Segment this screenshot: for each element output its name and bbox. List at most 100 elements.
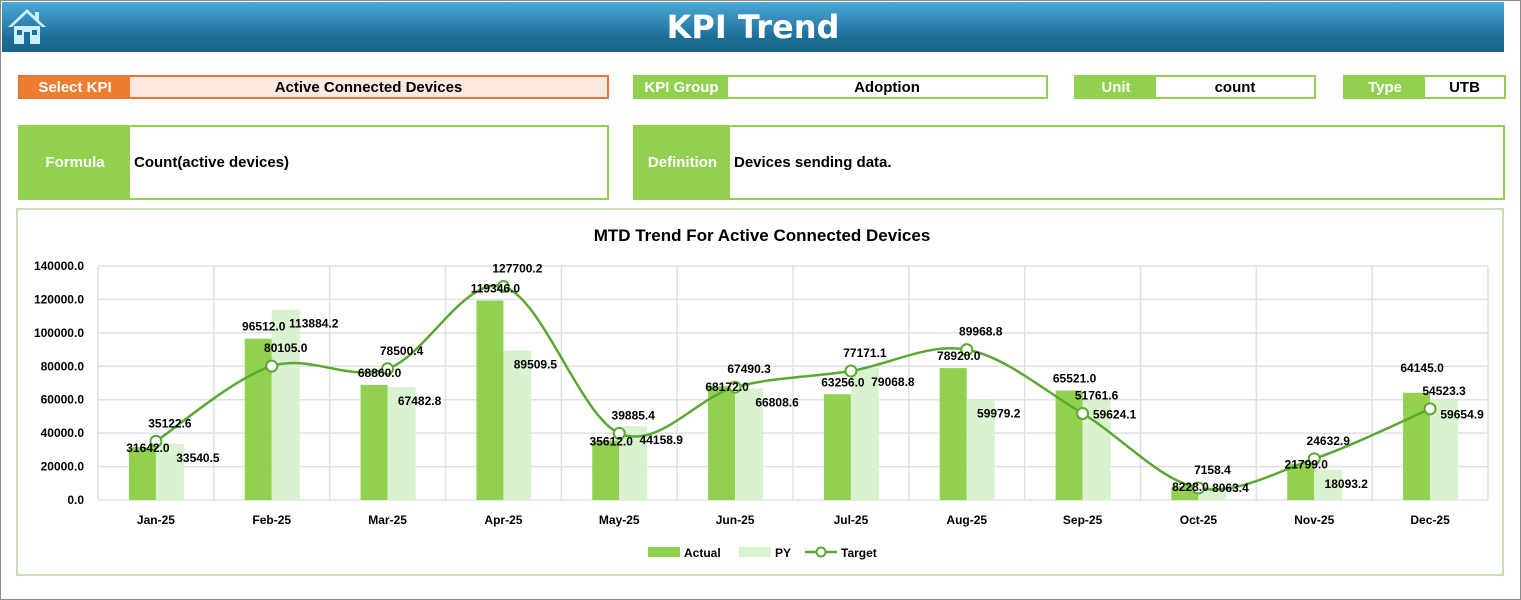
- data-label-actual: 96512.0: [242, 320, 286, 334]
- unit-label: Unit: [1076, 77, 1156, 97]
- page-title: KPI Trend: [666, 8, 840, 46]
- bar-py: [735, 388, 764, 500]
- select-kpi-dropdown[interactable]: Active Connected Devices: [130, 77, 607, 97]
- bar-actual: [823, 394, 851, 500]
- x-tick-label: Sep-25: [1063, 513, 1103, 527]
- legend-target-marker: [815, 546, 827, 558]
- data-label-actual: 35612.0: [590, 434, 634, 448]
- x-tick-label: Nov-25: [1294, 513, 1334, 527]
- home-icon[interactable]: [6, 6, 48, 46]
- legend-py-swatch: [739, 547, 771, 557]
- header-bar: KPI Trend: [2, 2, 1504, 52]
- data-label-target: 77171.1: [843, 346, 887, 360]
- target-point: [1076, 406, 1090, 420]
- chart-title: MTD Trend For Active Connected Devices: [594, 226, 931, 245]
- definition-value: Devices sending data.: [730, 127, 1503, 198]
- data-label-py: 59654.9: [1440, 407, 1484, 421]
- data-label-target: 127700.2: [492, 262, 542, 276]
- y-tick-label: 40000.0: [41, 426, 85, 440]
- bar-actual: [476, 300, 504, 500]
- x-tick-label: Dec-25: [1410, 513, 1450, 527]
- bar-actual: [360, 384, 388, 500]
- x-tick-label: Jul-25: [834, 513, 869, 527]
- formula-value: Count(active devices): [130, 127, 607, 198]
- x-tick-label: Mar-25: [368, 513, 407, 527]
- bar-py: [1430, 400, 1459, 500]
- bar-actual: [939, 368, 967, 500]
- y-tick-label: 140000.0: [34, 259, 84, 273]
- select-kpi-field[interactable]: Select KPI Active Connected Devices: [18, 75, 609, 99]
- bar-py: [966, 399, 995, 500]
- definition-label: Definition: [635, 127, 730, 198]
- bar-actual: [708, 386, 736, 500]
- x-tick-label: Oct-25: [1180, 513, 1218, 527]
- select-kpi-label: Select KPI: [20, 77, 130, 97]
- data-label-actual: 65521.0: [1053, 371, 1097, 385]
- data-label-actual: 31642.0: [126, 441, 170, 455]
- bar-actual: [592, 440, 620, 500]
- unit-field: Unit count: [1074, 75, 1316, 99]
- data-label-py: 59624.1: [1093, 407, 1137, 421]
- data-label-actual: 21799.0: [1285, 458, 1329, 472]
- bar-py: [271, 309, 300, 500]
- data-label-py: 33540.5: [176, 451, 220, 465]
- legend-py-label: PY: [775, 546, 791, 560]
- data-label-target: 51761.6: [1075, 388, 1119, 402]
- kpi-group-field: KPI Group Adoption: [633, 75, 1048, 99]
- x-tick-label: May-25: [599, 513, 640, 527]
- legend-actual-label: Actual: [684, 546, 721, 560]
- data-label-actual: 63256.0: [821, 375, 865, 389]
- data-label-actual: 119346.0: [471, 282, 521, 296]
- bar-py: [850, 367, 879, 500]
- definition-field: Definition Devices sending data.: [633, 125, 1505, 200]
- data-label-py: 66808.6: [755, 395, 799, 409]
- bar-py: [503, 350, 532, 500]
- kpi-group-label: KPI Group: [635, 77, 728, 97]
- target-point: [960, 343, 974, 357]
- target-point: [1191, 481, 1205, 495]
- unit-value: count: [1156, 77, 1314, 97]
- bar-actual: [1055, 390, 1083, 500]
- data-label-py: 44158.9: [640, 433, 684, 447]
- data-label-target: 89968.8: [959, 325, 1003, 339]
- x-tick-label: Jun-25: [716, 513, 755, 527]
- legend-target-label: Target: [841, 546, 877, 560]
- y-tick-label: 20000.0: [41, 460, 85, 474]
- bar-py: [1314, 469, 1343, 500]
- data-label-actual: 68172.0: [705, 380, 749, 394]
- x-tick-label: Feb-25: [252, 513, 291, 527]
- formula-field: Formula Count(active devices): [18, 125, 609, 200]
- type-value: UTB: [1425, 77, 1504, 97]
- bar-actual: [128, 447, 156, 500]
- bar-actual: [1171, 486, 1199, 500]
- data-label-actual: 8228.0: [1172, 480, 1209, 494]
- data-label-actual: 64145.0: [1400, 361, 1444, 375]
- data-label-target: 54523.3: [1422, 384, 1466, 398]
- bar-py: [155, 443, 184, 500]
- data-label-py: 79068.8: [871, 375, 915, 389]
- kpi-group-value: Adoption: [728, 77, 1046, 97]
- y-tick-label: 100000.0: [34, 326, 84, 340]
- target-point: [265, 359, 279, 373]
- target-point: [1307, 452, 1321, 466]
- data-label-py: 67482.8: [398, 394, 442, 408]
- target-point: [612, 426, 626, 440]
- bar-py: [619, 426, 648, 500]
- y-tick-label: 80000.0: [41, 359, 85, 373]
- target-point: [496, 280, 510, 294]
- data-label-target: 67490.3: [727, 362, 771, 376]
- x-tick-label: Apr-25: [484, 513, 522, 527]
- data-label-py: 89509.5: [514, 357, 558, 371]
- data-label-py: 113884.2: [289, 317, 339, 331]
- formula-label: Formula: [20, 127, 130, 198]
- type-label: Type: [1345, 77, 1425, 97]
- target-point: [1423, 402, 1437, 416]
- target-point: [844, 364, 858, 378]
- target-point: [728, 380, 742, 394]
- data-label-target: 24632.9: [1307, 434, 1351, 448]
- legend-actual-swatch: [648, 547, 680, 557]
- target-point: [381, 362, 395, 376]
- data-label-target: 39885.4: [612, 408, 656, 422]
- y-tick-label: 0.0: [67, 493, 84, 507]
